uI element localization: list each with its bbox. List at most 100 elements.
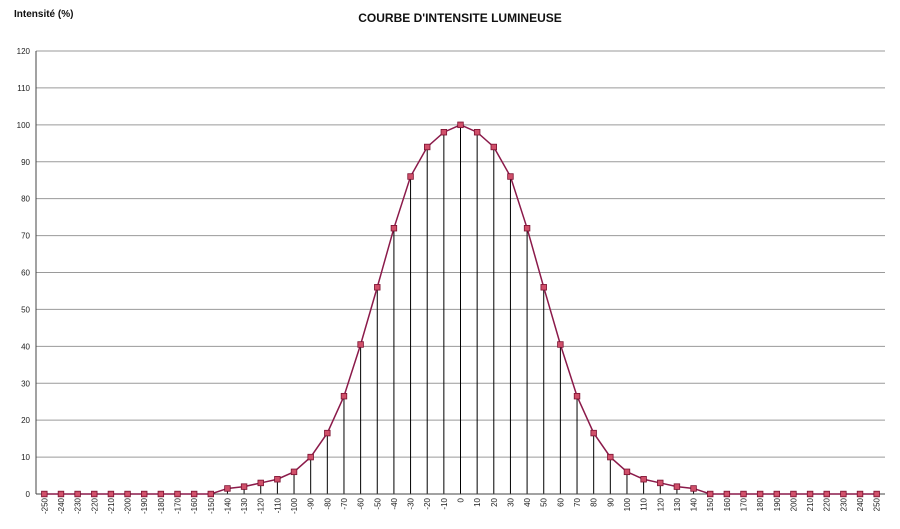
data-point: [873, 490, 880, 498]
x-tick-label: -90: [307, 497, 316, 509]
x-tick-label: -110: [273, 497, 282, 513]
x-tick-label: -180: [157, 497, 166, 514]
data-point: [657, 479, 664, 487]
x-tick-label: 90: [606, 497, 615, 506]
y-tick-label: 40: [21, 342, 30, 351]
x-tick-label: 70: [573, 497, 582, 506]
y-tick-label: 90: [21, 158, 30, 167]
data-point: [424, 143, 431, 151]
x-tick-label: -250: [40, 497, 49, 514]
data-point: [790, 490, 797, 498]
y-tick-labels: 0 10 20 30 40 50 60 70 80 90 100 110 120: [17, 47, 31, 499]
y-tick-label: 30: [21, 379, 30, 388]
data-point: [856, 490, 864, 498]
x-tick-label: 230: [839, 497, 848, 511]
data-point: [607, 453, 614, 461]
x-tick-label: -130: [240, 497, 249, 514]
x-tick-label: 190: [773, 497, 782, 511]
data-point: [523, 224, 531, 232]
data-point: [690, 485, 697, 492]
data-point: [324, 429, 331, 437]
y-tick-label: 70: [21, 232, 30, 241]
x-tick-label: -40: [390, 497, 399, 509]
data-point: [290, 468, 298, 476]
data-point: [823, 490, 830, 498]
data-point: [141, 490, 148, 498]
x-tick-label: 100: [623, 497, 632, 511]
x-tick-label: 20: [490, 497, 499, 506]
data-point: [673, 483, 681, 490]
x-tick-label: -210: [107, 497, 116, 514]
data-point: [307, 453, 314, 461]
x-tick-label: 10: [473, 497, 482, 506]
data-point: [756, 490, 764, 498]
x-tick-label: -150: [207, 497, 216, 514]
x-tick-label: -140: [223, 497, 232, 514]
data-point: [124, 490, 131, 498]
data-point: [340, 392, 348, 400]
x-tick-label: 150: [706, 497, 715, 511]
data-markers: [41, 121, 880, 498]
data-point: [623, 468, 631, 476]
data-point: [707, 490, 714, 498]
y-tick-label: 0: [26, 490, 31, 499]
data-point: [174, 490, 181, 498]
data-point: [57, 490, 65, 498]
y-axis-label: Intensité (%): [14, 9, 73, 20]
data-point: [407, 173, 414, 180]
x-tick-label: 50: [540, 497, 549, 506]
data-point: [207, 490, 214, 498]
data-point: [41, 490, 48, 498]
x-tick-label: 180: [756, 497, 765, 511]
x-tick-label: 160: [723, 497, 732, 511]
data-point: [507, 173, 514, 180]
data-point: [557, 341, 564, 348]
data-point: [473, 129, 481, 136]
data-point: [91, 490, 98, 498]
drop-lines: [226, 124, 695, 494]
x-tick-label: 30: [506, 497, 515, 506]
data-point: [274, 476, 281, 483]
data-point: [773, 490, 780, 498]
x-tick-label: -70: [340, 497, 349, 509]
data-point: [540, 284, 547, 291]
x-tick-label: -30: [407, 497, 416, 509]
x-tick-label: -160: [190, 497, 199, 514]
x-tick-label: -50: [373, 497, 382, 509]
y-tick-label: 80: [21, 195, 30, 204]
x-tick-label: 130: [673, 497, 682, 511]
data-point: [806, 490, 814, 498]
x-tick-label: -230: [74, 497, 83, 514]
x-tick-label: 140: [690, 497, 699, 511]
data-point: [573, 392, 581, 400]
data-point: [157, 490, 165, 498]
y-tick-label: 100: [17, 121, 31, 130]
x-tick-label: -60: [357, 497, 366, 509]
x-tick-label: 220: [823, 497, 832, 511]
data-point: [440, 129, 448, 136]
x-tick-label: 250: [873, 497, 882, 511]
y-tick-label: 10: [21, 453, 30, 462]
x-tick-label: -80: [323, 497, 332, 509]
data-point: [74, 490, 81, 498]
data-point: [240, 483, 248, 490]
x-tick-label: -190: [140, 497, 149, 514]
x-tick-label: 120: [656, 497, 665, 511]
x-tick-label: -220: [90, 497, 99, 514]
chart-title: COURBE D'INTENSITE LUMINEUSE: [358, 11, 562, 25]
x-tick-label: 170: [740, 497, 749, 511]
data-point: [224, 485, 231, 492]
y-tick-label: 120: [17, 47, 31, 56]
data-point: [723, 490, 731, 498]
x-tick-label: -240: [57, 497, 66, 514]
x-tick-label: 210: [806, 497, 815, 511]
data-point: [640, 476, 647, 483]
x-tick-label: 40: [523, 497, 532, 506]
x-tick-label: -200: [124, 497, 133, 514]
x-tick-label: -20: [423, 497, 432, 509]
data-point: [457, 121, 464, 129]
x-tick-labels: -250 -240 -230 -220 -210 -200 -190 -180 -170 -160…: [40, 497, 881, 514]
data-point: [590, 429, 597, 437]
x-tick-label: -10: [440, 497, 449, 509]
x-tick-label: 60: [556, 497, 565, 506]
